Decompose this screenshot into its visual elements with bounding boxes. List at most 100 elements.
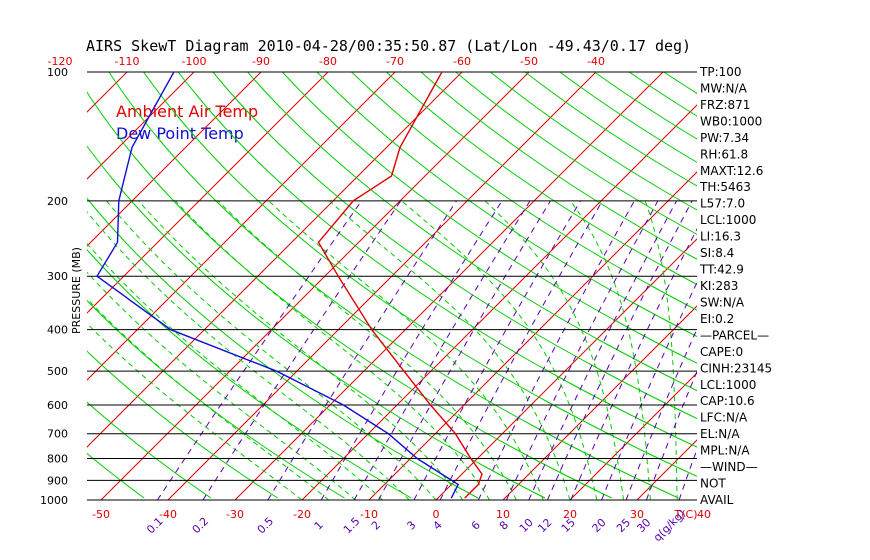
top-temp-tick-label: -70 — [386, 55, 404, 68]
stability-index-label: WB0:1000 — [700, 114, 762, 128]
legend-ambient-air-temp: Ambient Air Temp — [116, 102, 258, 121]
stability-index-label: LI:16.3 — [700, 230, 741, 244]
pressure-tick-label: 800 — [47, 453, 68, 466]
dry-adiabat-line — [143, 72, 697, 477]
pressure-tick-label: 700 — [47, 428, 68, 441]
dry-adiabat-line — [420, 72, 697, 260]
y-axis-label: PRESSURE (MB) — [70, 247, 83, 334]
isotherm-line — [87, 72, 463, 448]
isotherm-line — [569, 372, 697, 500]
dry-adiabat-line — [351, 72, 697, 311]
isotherm-line — [87, 72, 262, 247]
mixing-ratio-tick-label: 12 — [535, 516, 554, 535]
mixing-ratio-line — [156, 200, 363, 500]
stability-index-label: SI:8.4 — [700, 246, 734, 260]
temp-unit-label: T(C) — [674, 508, 698, 521]
legend-dew-point-temp: Dew Point Temp — [116, 124, 244, 143]
isotherm-line — [636, 439, 697, 500]
stability-index-label: —PARCEL— — [700, 328, 769, 342]
mixing-ratio-line — [413, 200, 581, 500]
dry-adiabat-line — [316, 72, 697, 338]
moist-adiabat-line — [328, 200, 571, 500]
dry-adiabat-line — [87, 145, 546, 499]
moist-adiabat-line — [569, 200, 651, 500]
stability-index-label: FRZ:871 — [700, 98, 750, 112]
moist-adiabat-lines — [87, 200, 678, 500]
mixing-ratio-tick-label: 1 — [312, 518, 326, 532]
stability-index-label: SW:N/A — [700, 295, 745, 309]
mixing-ratio-tick-label: 0.5 — [255, 515, 277, 537]
mixing-ratio-line — [267, 200, 458, 500]
moist-adiabat-line — [138, 200, 464, 500]
dry-adiabat-line — [386, 72, 697, 286]
dry-adiabat-line — [87, 197, 479, 499]
pressure-tick-label: 900 — [47, 474, 68, 487]
stability-index-label: EI:0.2 — [700, 312, 734, 326]
mixing-ratio-tick-label: 20 — [590, 516, 609, 535]
dry-adiabat-line — [490, 72, 697, 211]
stability-index-label: TP:100 — [699, 65, 742, 79]
pressure-tick-label: 1000 — [40, 494, 68, 507]
bottom-temp-tick-label: -50 — [92, 508, 110, 521]
mixing-ratio-tick-label: 3 — [404, 518, 418, 532]
isotherm-line — [167, 72, 597, 500]
isotherm-line — [87, 72, 195, 180]
stability-index-label: EL:N/A — [700, 427, 740, 441]
top-temp-tick-label: -110 — [115, 55, 140, 68]
stability-index-label: —WIND— — [700, 460, 758, 474]
mixing-ratio-line — [528, 200, 678, 500]
bottom-temp-tick-label: -30 — [226, 508, 244, 521]
pressure-tick-label: 200 — [47, 195, 68, 208]
mixing-ratio-unit-label: q(g/kg) — [651, 507, 688, 544]
top-temp-tick-label: -50 — [520, 55, 538, 68]
top-temp-tick-label: -90 — [252, 55, 270, 68]
dry-adiabat-lines — [0, 72, 697, 499]
isotherm-line — [87, 72, 329, 314]
isotherm-line — [771, 72, 870, 500]
stability-index-label: LCL:1000 — [700, 378, 756, 392]
mixing-ratio-tick-label: 6 — [469, 518, 483, 532]
top-temp-tick-label: -40 — [587, 55, 605, 68]
ambient-temp-line — [317, 72, 483, 499]
bottom-temp-tick-label: -40 — [159, 508, 177, 521]
mixing-ratio-line — [378, 200, 551, 500]
chart-title: AIRS SkewT Diagram 2010-04-28/00:35:50.8… — [86, 37, 691, 55]
mixing-ratio-tick-label: 4 — [431, 518, 445, 532]
bottom-temp-tick-label: 20 — [563, 508, 577, 521]
stability-index-label: KI:283 — [700, 279, 738, 293]
stability-index-label: CAPE:0 — [700, 345, 743, 359]
stability-index-label: NOT — [700, 477, 726, 491]
dry-adiabat-line — [87, 248, 412, 499]
moist-adiabat-line — [106, 200, 437, 500]
top-temp-tick-label: -80 — [319, 55, 337, 68]
bottom-temp-tick-label: 40 — [697, 508, 711, 521]
isotherm-line — [435, 238, 697, 500]
isotherm-line — [87, 72, 396, 381]
dry-adiabat-line — [87, 350, 278, 499]
mixing-ratio-line — [353, 200, 531, 500]
dry-adiabat-line — [87, 299, 345, 499]
stability-index-label: TT:42.9 — [699, 263, 744, 277]
sounding-series — [96, 72, 483, 499]
bottom-temp-tick-label: 0 — [433, 508, 440, 521]
dry-adiabat-line — [108, 72, 679, 499]
stability-index-label: AVAIL — [700, 493, 734, 507]
isotherm-lines — [87, 72, 870, 500]
bottom-temp-tick-label: 30 — [630, 508, 644, 521]
dry-adiabat-line — [87, 91, 612, 499]
pressure-tick-label: 400 — [47, 324, 68, 337]
bottom-temp-tick-label: -10 — [360, 508, 378, 521]
stability-index-label: RH:61.8 — [700, 147, 748, 161]
stability-index-label: LFC:N/A — [700, 411, 748, 425]
dry-adiabat-line — [282, 72, 697, 364]
mixing-ratio-tick-label: 2 — [369, 518, 383, 532]
dry-adiabat-line — [524, 72, 697, 187]
isotherm-line — [301, 104, 697, 500]
dry-adiabat-line — [212, 72, 697, 420]
mixing-ratio-line — [439, 200, 603, 500]
top-temp-tick-label: -120 — [48, 55, 73, 68]
top-temp-tick-label: -60 — [453, 55, 471, 68]
pressure-tick-label: 300 — [47, 270, 68, 283]
dry-adiabat-line — [0, 72, 11, 498]
